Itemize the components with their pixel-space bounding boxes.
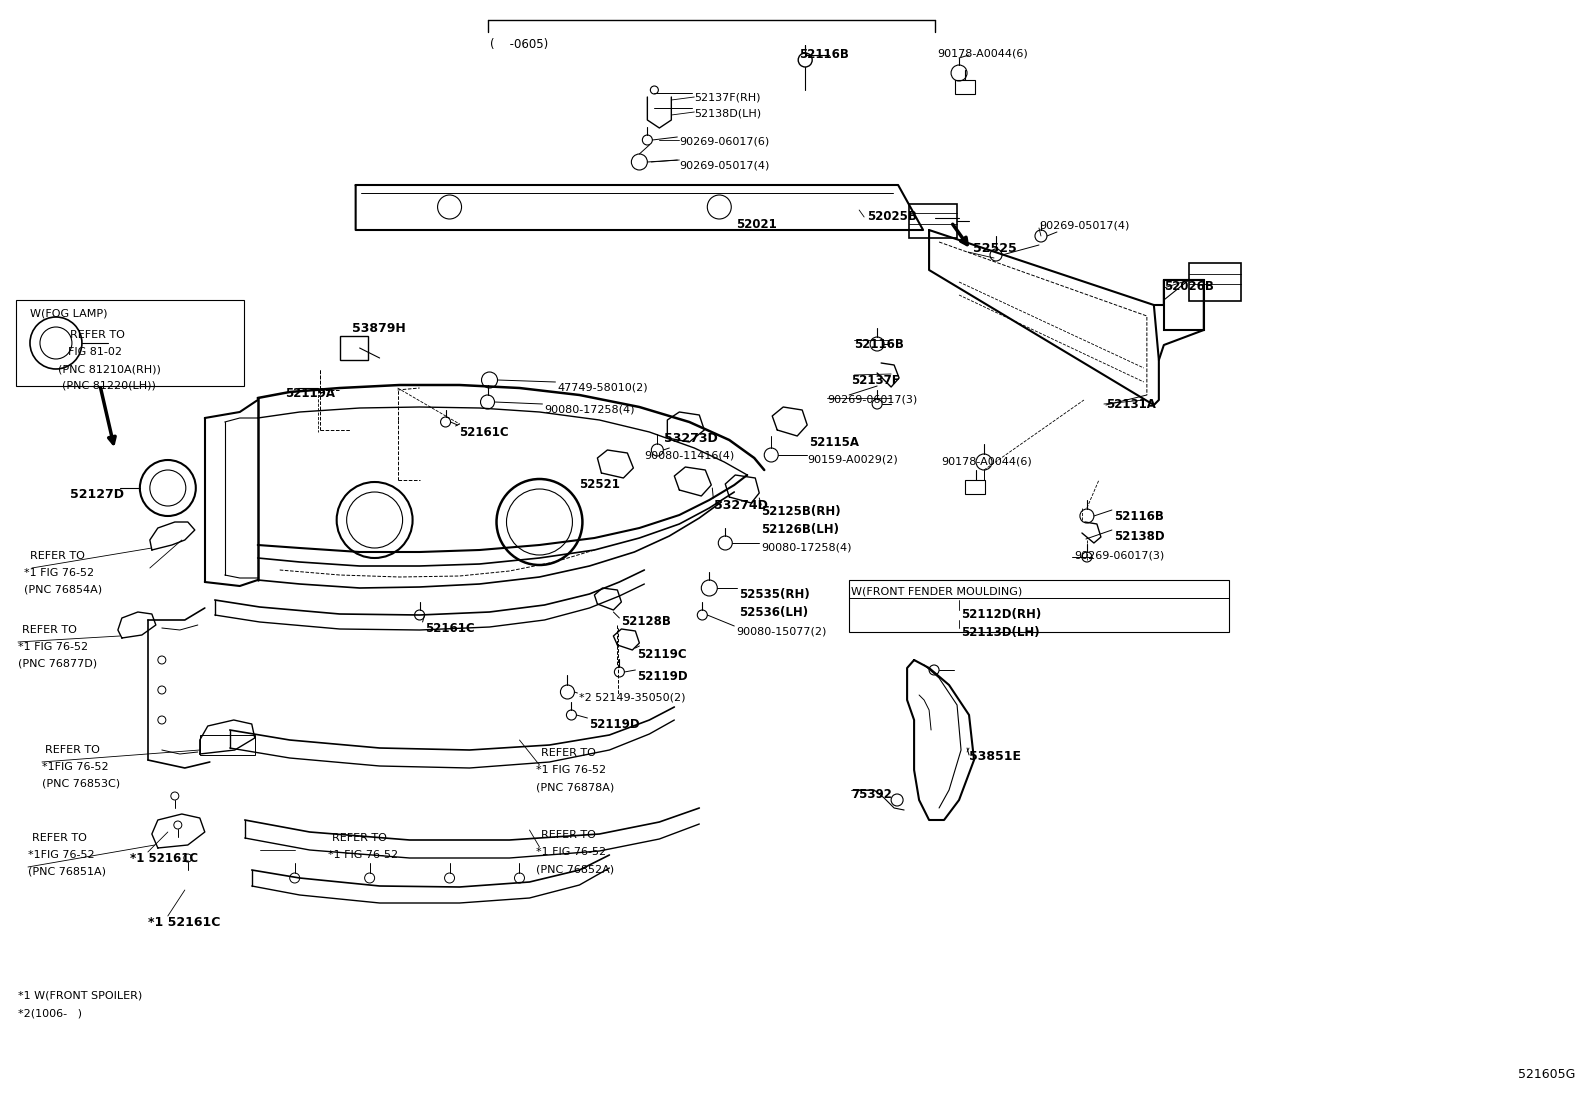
Text: 52115A: 52115A xyxy=(809,436,860,449)
Text: 52112D(RH): 52112D(RH) xyxy=(962,608,1041,621)
Text: 52116B: 52116B xyxy=(799,48,849,62)
Bar xyxy=(909,204,957,238)
Text: REFER TO: REFER TO xyxy=(32,833,88,843)
Text: 90080-17258(4): 90080-17258(4) xyxy=(544,404,635,414)
Text: 52536(LH): 52536(LH) xyxy=(739,606,809,619)
Text: REFER TO: REFER TO xyxy=(30,551,84,560)
Text: 52021: 52021 xyxy=(736,218,777,231)
Text: 52119A: 52119A xyxy=(285,387,334,400)
Text: *2 52149-35050(2): *2 52149-35050(2) xyxy=(579,693,686,703)
Text: *1 52161C: *1 52161C xyxy=(148,915,220,929)
Text: 52113D(LH): 52113D(LH) xyxy=(962,626,1040,639)
Text: 75392: 75392 xyxy=(852,788,892,801)
Text: W(FOG LAMP): W(FOG LAMP) xyxy=(30,308,108,318)
Text: (PNC 76878A): (PNC 76878A) xyxy=(537,782,615,792)
Text: 52138D: 52138D xyxy=(1114,530,1164,543)
Text: 90080-11416(4): 90080-11416(4) xyxy=(645,449,734,460)
Text: REFER TO: REFER TO xyxy=(541,830,597,840)
Text: 90159-A0029(2): 90159-A0029(2) xyxy=(807,455,898,465)
Text: 52127D: 52127D xyxy=(70,488,124,501)
Text: *2(1006-   ): *2(1006- ) xyxy=(18,1008,81,1018)
Text: *1 52161C: *1 52161C xyxy=(131,852,197,865)
Text: REFER TO: REFER TO xyxy=(22,625,76,635)
Text: 52128B: 52128B xyxy=(621,615,672,628)
Text: REFER TO: REFER TO xyxy=(331,833,387,843)
Text: 52137F(RH): 52137F(RH) xyxy=(694,93,761,103)
Text: 90178-A0044(6): 90178-A0044(6) xyxy=(938,48,1028,58)
Text: 90269-05017(4): 90269-05017(4) xyxy=(680,160,769,170)
Text: 52521: 52521 xyxy=(579,478,621,491)
Text: 53273D: 53273D xyxy=(664,432,718,445)
Text: 52125B(RH): 52125B(RH) xyxy=(761,506,841,518)
Text: 52116B: 52116B xyxy=(855,338,904,351)
Text: 52126B(LH): 52126B(LH) xyxy=(761,523,839,536)
Text: 52119C: 52119C xyxy=(637,648,688,660)
Text: (PNC 76853C): (PNC 76853C) xyxy=(41,779,119,789)
Text: (PNC 76877D): (PNC 76877D) xyxy=(18,659,97,669)
Text: 521605G: 521605G xyxy=(1519,1068,1576,1081)
Text: 52138D(LH): 52138D(LH) xyxy=(694,108,761,118)
Text: 90178-A0044(6): 90178-A0044(6) xyxy=(941,456,1032,466)
Text: 52119D: 52119D xyxy=(637,670,688,682)
Bar xyxy=(339,336,368,360)
Text: 52535(RH): 52535(RH) xyxy=(739,588,810,601)
Text: *1 FIG 76-52: *1 FIG 76-52 xyxy=(328,850,398,861)
Text: (PNC 81220(LH)): (PNC 81220(LH)) xyxy=(62,381,156,391)
Text: *1 FIG 76-52: *1 FIG 76-52 xyxy=(537,765,607,775)
Bar xyxy=(16,300,244,386)
Text: 53851E: 53851E xyxy=(970,750,1020,763)
Text: *1 FIG 76-52: *1 FIG 76-52 xyxy=(537,847,607,857)
Text: (    -0605): ( -0605) xyxy=(489,38,548,51)
Circle shape xyxy=(1035,230,1048,242)
Text: 53879H: 53879H xyxy=(352,322,406,335)
Text: (PNC 76852A): (PNC 76852A) xyxy=(537,864,615,874)
Text: 90269-06017(3): 90269-06017(3) xyxy=(828,395,917,406)
Text: *1 FIG 76-52: *1 FIG 76-52 xyxy=(24,568,94,578)
Text: *1FIG 76-52: *1FIG 76-52 xyxy=(41,762,108,771)
Text: 53274D: 53274D xyxy=(715,499,769,512)
Text: 52025B: 52025B xyxy=(868,210,917,223)
Bar xyxy=(201,735,255,755)
Bar xyxy=(1164,280,1204,330)
Bar xyxy=(849,580,1229,632)
Text: 52161C: 52161C xyxy=(460,426,509,439)
Text: 52131A: 52131A xyxy=(1106,398,1156,411)
Text: REFER TO: REFER TO xyxy=(45,745,100,755)
Text: *1 W(FRONT SPOILER): *1 W(FRONT SPOILER) xyxy=(18,990,142,1000)
Text: 52161C: 52161C xyxy=(425,622,474,635)
Text: 52137F: 52137F xyxy=(852,374,899,387)
Text: 47749-58010(2): 47749-58010(2) xyxy=(557,382,648,392)
Text: REFER TO: REFER TO xyxy=(70,330,124,340)
Text: *1FIG 76-52: *1FIG 76-52 xyxy=(29,850,94,861)
Text: 52026B: 52026B xyxy=(1164,280,1213,293)
Text: 52525: 52525 xyxy=(973,242,1017,255)
Text: REFER TO: REFER TO xyxy=(541,748,597,758)
Bar xyxy=(955,80,974,95)
Text: W(FRONT FENDER MOULDING): W(FRONT FENDER MOULDING) xyxy=(852,586,1022,596)
Bar xyxy=(1189,263,1240,301)
Text: 90080-17258(4): 90080-17258(4) xyxy=(761,543,852,553)
Text: (PNC 76854A): (PNC 76854A) xyxy=(24,585,102,595)
Text: 90269-05017(4): 90269-05017(4) xyxy=(1040,220,1129,230)
Text: 90269-06017(3): 90269-06017(3) xyxy=(1075,550,1164,560)
Text: 52116B: 52116B xyxy=(1114,510,1164,523)
Text: (PNC 76851A): (PNC 76851A) xyxy=(29,867,107,877)
Text: *1 FIG 76-52: *1 FIG 76-52 xyxy=(18,642,88,652)
Bar xyxy=(965,480,985,493)
Text: 90080-15077(2): 90080-15077(2) xyxy=(736,626,826,636)
Text: FIG 81-02: FIG 81-02 xyxy=(68,347,123,357)
Text: 52119D: 52119D xyxy=(589,718,640,731)
Text: (PNC 81210A(RH)): (PNC 81210A(RH)) xyxy=(57,364,161,374)
Text: 90269-06017(6): 90269-06017(6) xyxy=(680,137,769,147)
